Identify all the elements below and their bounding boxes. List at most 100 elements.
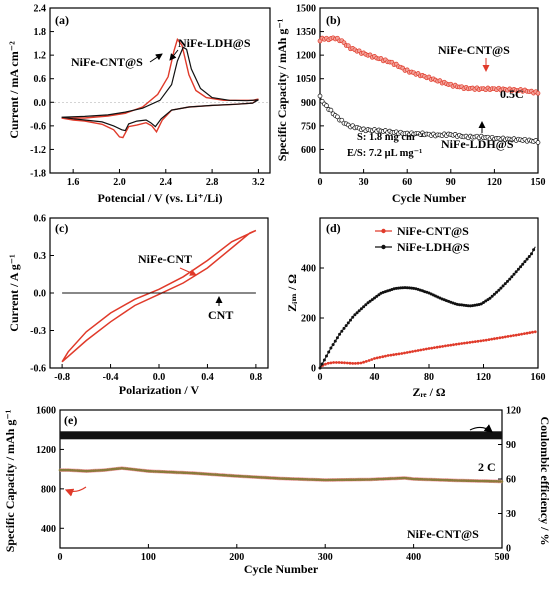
x-tick-label: 0.4 (201, 372, 214, 383)
panel-e: (e) 0 100 200 300 400 500 400 800 1200 1600 0 30 60 9… (3, 406, 550, 577)
x-tick-label: 500 (495, 552, 510, 563)
series-label-nife-cnt-s: NiFe-CNT@S (438, 43, 510, 57)
eis-line-1 (319, 246, 536, 369)
x-tick-label: 80 (424, 372, 434, 383)
data-point (302, 478, 306, 481)
series-label-nife-cnt-s: NiFe-CNT@S (71, 55, 143, 69)
x-tick-label: 90 (446, 177, 456, 188)
data-point (457, 342, 461, 346)
data-point (441, 345, 444, 348)
x-tick-label: 3.2 (252, 177, 265, 188)
data-point (417, 477, 421, 481)
data-point (343, 361, 346, 365)
y-tick-label: -0.6 (30, 121, 46, 132)
data-point (333, 339, 337, 343)
data-point (530, 252, 533, 256)
data-point (492, 292, 496, 296)
data-point (444, 344, 447, 348)
data-point (337, 361, 341, 364)
data-point (462, 303, 466, 307)
y-right-tick-label: 0 (506, 544, 511, 555)
series-label-nife-cnt: NiFe-CNT (138, 252, 192, 266)
data-point (405, 351, 409, 354)
legend: NiFe-CNT@S NiFe-LDH@S (375, 224, 470, 254)
data-point (356, 361, 360, 365)
data-point (332, 361, 335, 364)
data-point (328, 107, 334, 113)
data-point (349, 318, 352, 322)
y-tick-label: 0.6 (34, 214, 47, 225)
data-point (435, 478, 438, 482)
data-point (430, 346, 434, 350)
data-point (378, 477, 382, 481)
data-point (311, 478, 315, 481)
data-point (510, 275, 514, 279)
data-point (152, 470, 155, 473)
data-point (531, 330, 534, 334)
data-point (403, 351, 406, 355)
data-point (329, 361, 333, 365)
data-point (452, 343, 455, 347)
data-point (299, 477, 302, 481)
data-point (535, 90, 541, 96)
panel-d-label: (d) (326, 221, 341, 235)
y-tick-label: 1500 (296, 4, 316, 15)
data-point (370, 358, 374, 361)
y-axis-title-right: Coulombic efficiency / % (538, 417, 550, 546)
data-point (346, 321, 350, 325)
data-point (528, 331, 532, 335)
data-point (325, 354, 328, 358)
data-point (318, 366, 322, 370)
arrow-icon (149, 53, 163, 63)
data-point (471, 340, 474, 344)
legend-label-nife-ldh-s: NiFe-LDH@S (397, 240, 470, 254)
data-point (512, 334, 515, 337)
x-axis-title: Cycle Number (392, 191, 467, 205)
rate-label: 0.5C (500, 87, 524, 101)
data-point (373, 357, 376, 360)
data-point (431, 478, 435, 482)
cv-loop-nife-cnt (61, 229, 257, 363)
rate-label: 2 C (478, 460, 496, 474)
data-point (375, 294, 379, 298)
y-tick-label: 400 (41, 524, 56, 535)
data-point (482, 301, 485, 304)
x-tick-label: 2.4 (160, 177, 173, 188)
data-point (397, 286, 400, 290)
data-point (308, 478, 311, 481)
data-point (482, 339, 485, 342)
data-point (323, 478, 327, 482)
data-point (460, 479, 463, 482)
data-point (501, 336, 504, 339)
y-tick-label: 400 (301, 264, 316, 275)
data-point (532, 248, 536, 252)
data-point (359, 361, 363, 365)
data-point (335, 114, 340, 120)
data-point (322, 358, 326, 362)
data-point (473, 340, 477, 343)
data-point (405, 286, 409, 290)
e-s-ratio: E/S: 7.2 μL mg⁻¹ (347, 148, 422, 159)
x-tick-label: -0.8 (54, 372, 70, 383)
data-point (508, 277, 512, 281)
data-point (342, 326, 346, 330)
x-tick-label: 0.0 (153, 372, 166, 383)
x-tick-label: 0.8 (250, 372, 263, 383)
y-tick-label: 600 (301, 145, 316, 156)
legend-marker-red (381, 228, 386, 234)
panel-c-label: (c) (55, 221, 68, 235)
data-point (412, 286, 416, 290)
data-point (386, 354, 390, 357)
data-point (497, 288, 501, 292)
data-point (446, 344, 450, 347)
data-point (449, 343, 453, 347)
y-tick-label: -0.3 (30, 326, 46, 337)
data-point (324, 362, 327, 366)
data-point (461, 479, 465, 482)
data-point (458, 303, 461, 307)
legend-marker-black (381, 244, 386, 250)
data-point (366, 478, 369, 481)
data-point (354, 362, 357, 365)
y-tick-label: 0.3 (34, 251, 47, 262)
